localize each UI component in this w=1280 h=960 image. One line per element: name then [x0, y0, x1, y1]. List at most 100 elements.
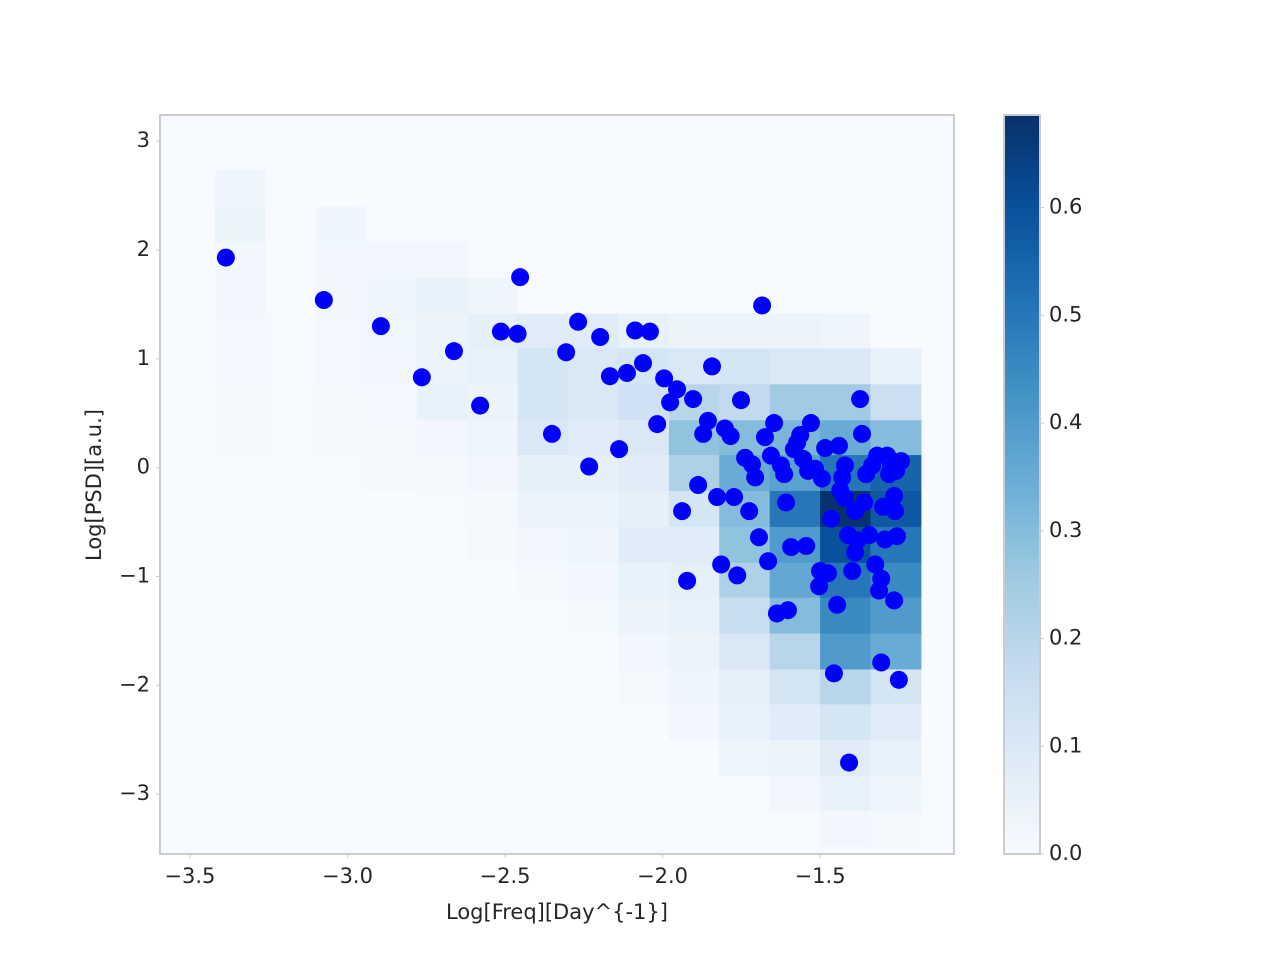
heatmap-cell: [366, 419, 418, 456]
heatmap-cell: [215, 703, 267, 741]
heatmap-cell: [265, 206, 317, 242]
heatmap-cell: [416, 703, 468, 741]
heatmap-cell: [618, 703, 670, 741]
heatmap-cell: [265, 170, 317, 207]
heatmap-cell: [769, 490, 821, 527]
scatter-point: [843, 562, 862, 581]
heatmap-cell: [366, 739, 418, 777]
heatmap-cell: [820, 633, 872, 670]
x-axis-label: Log[Freq][Day^{-1}]: [446, 900, 668, 924]
heatmap-cell: [668, 597, 720, 634]
heatmap-cell: [315, 206, 367, 242]
heatmap-cell: [467, 277, 519, 314]
heatmap-cell: [315, 562, 367, 598]
heatmap-cell: [668, 526, 720, 563]
scatter-point: [852, 424, 871, 443]
heatmap-cell: [719, 170, 771, 207]
heatmap-cell: [467, 562, 519, 598]
scatter-point: [626, 321, 645, 340]
heatmap-cell: [265, 347, 317, 385]
heatmap-cell: [719, 597, 771, 634]
heatmap-cell: [517, 668, 569, 705]
heatmap-cell: [668, 277, 720, 314]
heatmap-cell: [416, 490, 468, 527]
colorbar-tick-label: 0.1: [1049, 733, 1082, 757]
heatmap-cell: [820, 313, 872, 349]
heatmap-cell: [668, 206, 720, 242]
heatmap-cell: [618, 241, 670, 278]
heatmap-cell: [618, 170, 670, 207]
heatmap-cell: [769, 633, 821, 670]
scatter-point: [828, 595, 847, 614]
heatmap-cell: [870, 313, 922, 349]
scatter-point: [542, 424, 561, 443]
heatmap-cell: [265, 454, 317, 491]
heatmap-cell: [517, 490, 569, 527]
heatmap-cell: [618, 454, 670, 491]
y-tick-label: −1: [119, 563, 150, 587]
y-tick-label: −3: [119, 781, 150, 805]
heatmap-cell: [568, 810, 619, 847]
heatmap-cell: [870, 775, 922, 811]
heatmap-cell: [618, 562, 670, 598]
heatmap-cell: [769, 241, 821, 278]
heatmap-cell: [315, 668, 367, 705]
heatmap-cell: [517, 454, 569, 491]
heatmap-cell: [618, 633, 670, 670]
heatmap-cell: [265, 810, 317, 847]
heatmap-cell: [568, 383, 619, 421]
heatmap-cell: [668, 170, 720, 207]
scatter-point: [728, 566, 747, 585]
heatmap-cell: [416, 313, 468, 349]
heatmap-cell: [416, 597, 468, 634]
heatmap-cell: [467, 633, 519, 670]
scatter-point: [600, 367, 619, 386]
heatmap-cell: [719, 703, 771, 741]
heatmap-cell: [215, 775, 267, 811]
heatmap-cell: [517, 419, 569, 456]
plot-frame: [159, 114, 955, 855]
colorbar-tick-label: 0.2: [1049, 626, 1082, 650]
heatmap-cell: [467, 490, 519, 527]
heatmap-cell: [265, 313, 317, 349]
heatmap-cell: [517, 383, 569, 421]
heatmap-cell: [870, 277, 922, 314]
scatter-point: [885, 591, 904, 610]
heatmap-cell: [769, 775, 821, 811]
heatmap-cell: [568, 668, 619, 705]
scatter-point: [712, 555, 731, 574]
heatmap-cell: [719, 668, 771, 705]
scatter-point: [314, 291, 333, 310]
scatter-point: [508, 324, 527, 343]
heatmap-cell: [416, 775, 468, 811]
heatmap-cell: [215, 526, 267, 563]
heatmap-cell: [820, 277, 872, 314]
scatter-point: [885, 486, 904, 505]
scatter-point: [816, 439, 835, 458]
heatmap-cell: [366, 633, 418, 670]
scatter-point: [216, 248, 235, 267]
heatmap-cell: [416, 526, 468, 563]
heatmap-cell: [668, 810, 720, 847]
heatmap-cell: [769, 170, 821, 207]
heatmap-cell: [366, 206, 418, 242]
scatter-point: [887, 461, 906, 480]
heatmap-cell: [568, 562, 619, 598]
heatmap-cell: [366, 526, 418, 563]
heatmap-cell: [467, 526, 519, 563]
heatmap-cell: [265, 703, 317, 741]
heatmap-cell: [416, 383, 468, 421]
scatter-point: [491, 322, 510, 341]
heatmap-cell: [618, 490, 670, 527]
scatter-point: [759, 552, 778, 571]
heatmap-cell: [265, 597, 317, 634]
heatmap-cell: [416, 277, 468, 314]
heatmap-cell: [215, 454, 267, 491]
scatter-point: [732, 391, 751, 410]
scatter-point: [371, 317, 390, 336]
scatter-point: [721, 427, 740, 446]
heatmap-cell: [467, 454, 519, 491]
heatmap-cell: [719, 313, 771, 349]
heatmap-cell: [265, 668, 317, 705]
scatter-point: [569, 312, 588, 331]
